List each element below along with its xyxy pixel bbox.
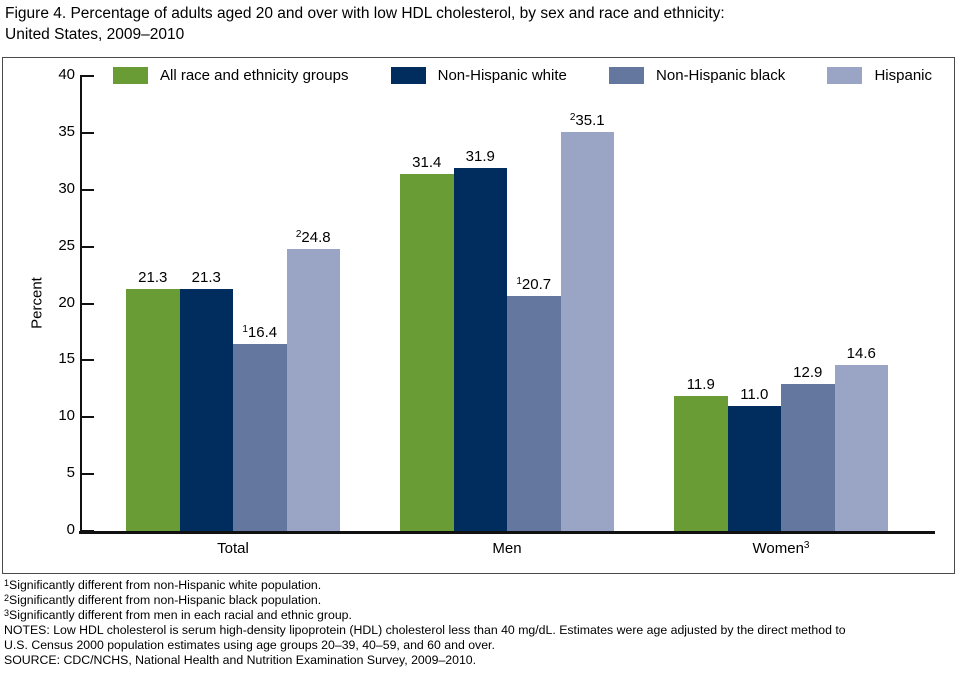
source-line: SOURCE: CDC/NCHS, National Health and Nu… <box>4 653 846 668</box>
bar-value-label: 14.6 <box>846 344 876 362</box>
bar-value-label: 224.8 <box>295 228 331 246</box>
notes-line-2-text: U.S. Census 2000 population estimates us… <box>4 638 495 652</box>
y-axis-tick-label: 35 <box>58 122 75 140</box>
source-line-text: SOURCE: CDC/NCHS, National Health and Nu… <box>4 653 477 667</box>
x-axis-line <box>79 531 935 534</box>
bar <box>286 248 340 531</box>
x-axis-category-label: Women3 <box>752 540 810 557</box>
bar <box>781 384 835 531</box>
bar-value-label: 31.4 <box>412 153 442 171</box>
y-axis-tick <box>80 245 94 248</box>
bar-value-label: 12.9 <box>793 364 823 382</box>
x-axis-category-label: Total <box>217 540 249 557</box>
bar-value-label: 21.3 <box>191 268 221 286</box>
y-axis-tick-label: 15 <box>58 350 75 368</box>
y-axis-tick <box>80 359 94 362</box>
plot-area: 21.3 21.3 116.4 224.8 31.4 31.9 120.7 235.1 11.9… <box>79 75 935 534</box>
legend-swatch-hispanic <box>827 67 863 84</box>
y-axis-tick <box>80 75 94 77</box>
footnote-2: 2Significantly different from non-Hispan… <box>4 593 846 608</box>
chart-frame: All race and ethnicity groups Non-Hispan… <box>2 57 955 574</box>
y-axis-tick <box>80 302 94 305</box>
x-axis-category-label: Men <box>492 540 522 557</box>
bar-value-label: 11.0 <box>740 385 769 403</box>
bar-value-label: 116.4 <box>242 324 278 342</box>
legend-swatch-non-hispanic-black <box>609 67 645 84</box>
y-axis-tick-label: 10 <box>58 407 75 425</box>
legend-label-hispanic: Hispanic <box>874 67 932 84</box>
y-axis-tick <box>80 416 94 419</box>
legend-item-hispanic: Hispanic <box>827 67 932 84</box>
legend: All race and ethnicity groups Non-Hispan… <box>113 67 932 84</box>
legend-item-non-hispanic-white: Non-Hispanic white <box>390 67 567 84</box>
bar <box>834 364 888 531</box>
bar <box>560 131 614 531</box>
legend-label-non-hispanic-white: Non-Hispanic white <box>437 67 567 84</box>
footnote-1-text: Significantly different from non-Hispani… <box>9 578 322 592</box>
legend-item-non-hispanic-black: Non-Hispanic black <box>609 67 785 84</box>
y-axis-tick <box>80 473 94 476</box>
bar-value-label: 120.7 <box>516 275 552 293</box>
y-axis-tick-label: 20 <box>58 293 75 311</box>
footnote-2-superscript: 2 <box>4 593 10 603</box>
legend-label-non-hispanic-black: Non-Hispanic black <box>656 67 786 84</box>
figure-title: Figure 4. Percentage of adults aged 20 a… <box>5 3 725 45</box>
y-axis-tick <box>80 530 94 532</box>
footnote-3: 3Significantly different from men in eac… <box>4 608 846 623</box>
footnotes: 1Significantly different from non-Hispan… <box>4 578 846 668</box>
y-axis-tick-label: 5 <box>66 464 75 482</box>
bar-value-label: 11.9 <box>686 375 715 393</box>
bar <box>126 288 180 531</box>
footnote-1: 1Significantly different from non-Hispan… <box>4 578 846 593</box>
figure-title-line-1: Figure 4. Percentage of adults aged 20 a… <box>5 5 725 22</box>
bar-value-label: 31.9 <box>465 148 495 166</box>
footnote-1-superscript: 1 <box>4 578 10 588</box>
bar <box>400 173 454 531</box>
bar-value-label: 235.1 <box>569 111 605 129</box>
y-axis-tick-label: 25 <box>58 236 75 254</box>
bar <box>727 405 781 531</box>
bar <box>674 395 728 531</box>
notes-line-2: U.S. Census 2000 population estimates us… <box>4 638 846 653</box>
y-axis-tick <box>80 188 94 191</box>
footnote-3-superscript: 3 <box>4 608 10 618</box>
figure-title-line-2: United States, 2009–2010 <box>5 26 185 43</box>
footnote-3-text: Significantly different from men in each… <box>9 608 352 622</box>
bar-value-label: 21.3 <box>138 268 168 286</box>
notes-line-1-text: NOTES: Low HDL cholesterol is serum high… <box>4 623 846 637</box>
legend-swatch-non-hispanic-white <box>390 67 426 84</box>
legend-label-all-groups: All race and ethnicity groups <box>160 67 349 84</box>
y-axis-tick <box>80 131 94 134</box>
legend-item-all-groups: All race and ethnicity groups <box>113 67 348 84</box>
footnote-2-text: Significantly different from non-Hispani… <box>9 593 322 607</box>
bar <box>507 295 561 531</box>
y-axis-tick-label: 30 <box>58 179 75 197</box>
bar <box>453 168 507 531</box>
y-axis-tick-label: 0 <box>66 521 75 538</box>
bar <box>179 288 233 531</box>
notes-line-1: NOTES: Low HDL cholesterol is serum high… <box>4 623 846 638</box>
bar <box>233 344 287 531</box>
y-axis-tick-label: 40 <box>58 66 75 83</box>
legend-swatch-all-groups <box>113 67 148 84</box>
